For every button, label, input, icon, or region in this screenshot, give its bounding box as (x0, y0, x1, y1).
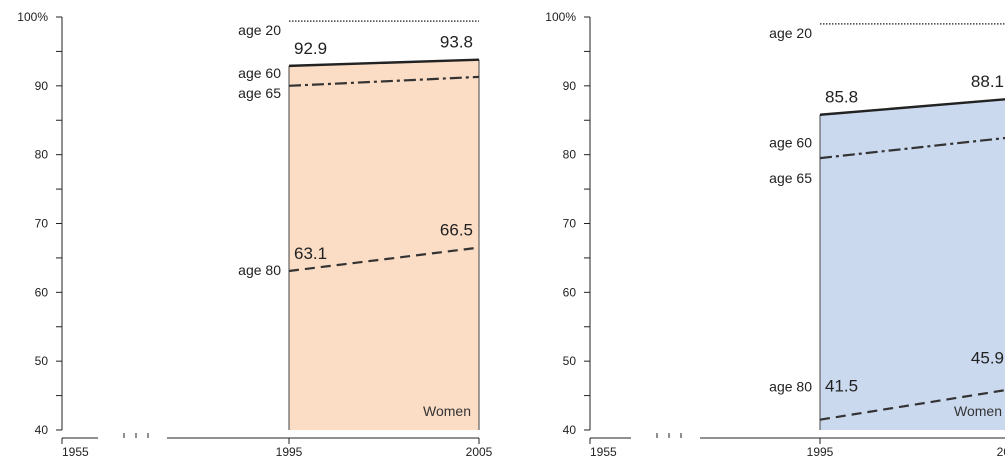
x-tick-label: 1995 (276, 445, 303, 459)
y-tick-label: 100% (545, 10, 576, 24)
panel-label: Women (423, 403, 471, 419)
chart-panel-2: 100% 90 80 70 60 50 40 1955 1995 2005 age 20 age 60… (545, 10, 1005, 459)
y-tick-label: 90 (35, 79, 49, 93)
y-tick-label: 80 (563, 148, 577, 162)
shaded-area (820, 99, 1005, 430)
x-tick-label: 1955 (62, 445, 89, 459)
y-tick-label: 40 (563, 423, 577, 437)
y-tick-label: 50 (563, 354, 577, 368)
y-tick-label: 60 (563, 285, 577, 299)
y-tick-label: 100% (17, 10, 48, 24)
series-name-label: age 20 (769, 25, 812, 41)
chart-panel-1: 100% 90 80 70 60 50 40 1955 1995 2005 age 20 age 60… (17, 10, 492, 459)
y-tick-label: 90 (563, 79, 577, 93)
data-label: 45.9 (971, 348, 1004, 367)
y-tick-label: 40 (35, 423, 49, 437)
data-label: 85.8 (825, 88, 858, 107)
series-name-label: age 65 (769, 170, 812, 186)
y-tick-label: 50 (35, 354, 49, 368)
series-name-label: age 60 (238, 65, 281, 81)
series-name-label: age 65 (238, 85, 281, 101)
y-tick-label: 60 (35, 285, 49, 299)
data-label: 63.1 (294, 244, 327, 263)
series-line-age-80 (819, 389, 1005, 421)
y-tick-label: 80 (35, 148, 49, 162)
data-label: 66.5 (440, 221, 473, 240)
x-tick-label: 2005 (997, 445, 1005, 459)
series-name-label: age 20 (238, 22, 281, 38)
x-tick-label: 1955 (590, 445, 617, 459)
x-tick-label: 1995 (807, 445, 834, 459)
data-label: 88.1 (971, 72, 1004, 91)
y-tick-label: 70 (563, 217, 577, 231)
series-line-age-60 (288, 58, 480, 68)
y-tick-label: 70 (35, 217, 49, 231)
series-name-label: age 60 (769, 135, 812, 151)
series-line-age-65 (288, 75, 480, 87)
series-name-label: age 80 (238, 262, 281, 278)
panel-label: Women (954, 403, 1002, 419)
data-label: 41.5 (825, 377, 858, 396)
data-label: 92.9 (294, 39, 327, 58)
x-tick-label: 2005 (466, 445, 493, 459)
series-line-age-65 (819, 136, 1005, 160)
shaded-area (289, 59, 479, 430)
series-line-age-60 (819, 98, 1005, 116)
data-label: 93.8 (440, 33, 473, 52)
series-name-label: age 80 (769, 379, 812, 395)
